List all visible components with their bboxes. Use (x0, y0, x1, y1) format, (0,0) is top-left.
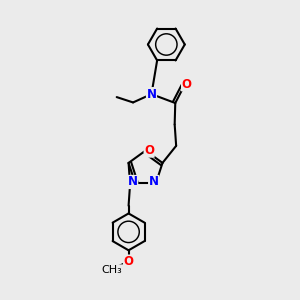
Text: O: O (182, 78, 192, 91)
Text: N: N (148, 176, 159, 188)
Text: N: N (146, 88, 157, 100)
Text: O: O (144, 144, 154, 157)
Text: CH₃: CH₃ (102, 265, 123, 275)
Text: O: O (124, 255, 134, 268)
Text: N: N (128, 176, 138, 188)
